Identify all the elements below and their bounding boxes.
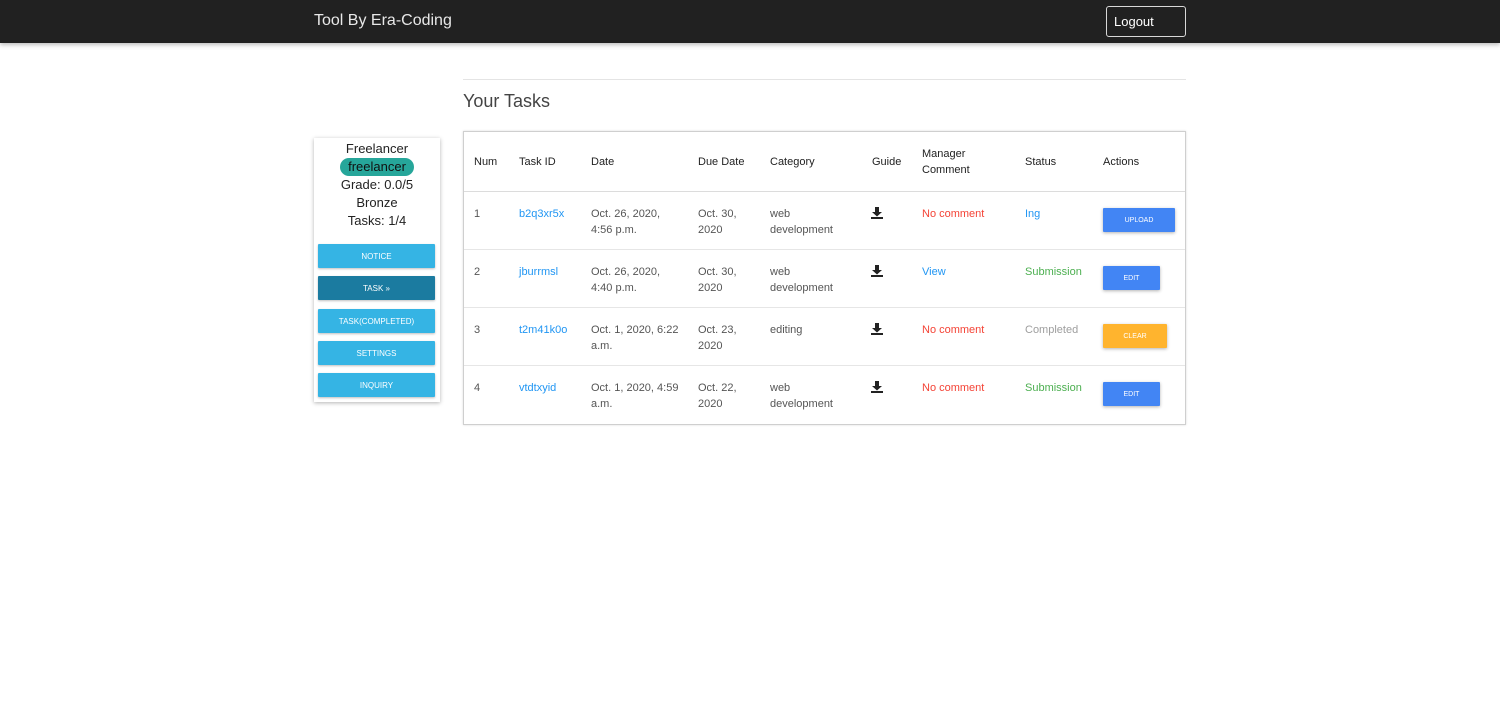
task-due-date: Oct. 30, 2020 — [698, 208, 737, 236]
header-date: Date — [591, 156, 615, 168]
header-due-date: Due Date — [698, 156, 745, 168]
task-category: web development — [770, 266, 833, 294]
header-actions: Actions — [1103, 156, 1140, 168]
profile-rank: Bronze — [356, 195, 398, 210]
divider — [463, 79, 1186, 80]
task-id-link[interactable]: t2m41k0o — [519, 324, 568, 336]
header-divider — [464, 191, 1185, 192]
role-badge: freelancer — [340, 158, 414, 176]
task-category: web development — [770, 382, 833, 410]
row-divider — [464, 307, 1185, 308]
tasks-table: Num Task ID Date Due Date Category Guide… — [463, 131, 1186, 425]
edit-button[interactable]: EDIT — [1103, 266, 1160, 290]
profile-grade: Grade: 0.0/5 — [340, 177, 414, 192]
sidebar-item-task-completed[interactable]: TASK(COMPLETED) — [318, 309, 435, 333]
task-due-date: Oct. 30, 2020 — [698, 266, 737, 294]
header-guide: Guide — [872, 156, 902, 168]
top-navbar: Tool By Era-Coding Logout — [0, 0, 1500, 43]
download-icon[interactable] — [871, 265, 883, 277]
task-id-link[interactable]: vtdtxyid — [519, 382, 557, 394]
task-due-date: Oct. 23, 2020 — [698, 324, 737, 352]
sidebar-item-inquiry[interactable]: INQUIRY — [318, 373, 435, 397]
logout-button[interactable]: Logout — [1106, 6, 1186, 37]
task-category: editing — [770, 324, 803, 336]
task-date: Oct. 26, 2020, 4:40 p.m. — [591, 266, 661, 294]
header-category: Category — [770, 156, 815, 168]
row-num: 4 — [474, 382, 481, 394]
row-divider — [464, 249, 1185, 250]
header-num: Num — [474, 156, 498, 168]
brand-title[interactable]: Tool By Era-Coding — [314, 12, 452, 29]
task-id-link[interactable]: jburrmsl — [519, 266, 559, 278]
sidebar-item-notice[interactable]: NOTICE — [318, 244, 435, 268]
download-icon[interactable] — [871, 207, 883, 219]
clear-button[interactable]: CLEAR — [1103, 324, 1167, 348]
status-label: Ing — [1025, 208, 1041, 220]
task-category: web development — [770, 208, 833, 236]
upload-button[interactable]: UPLOAD — [1103, 208, 1175, 232]
task-date: Oct. 1, 2020, 4:59 a.m. — [591, 382, 679, 410]
page-title: Your Tasks — [463, 91, 551, 111]
sidebar-item-task[interactable]: TASK » — [318, 276, 435, 300]
profile-tasks-count: Tasks: 1/4 — [347, 213, 407, 228]
task-due-date: Oct. 22, 2020 — [698, 382, 737, 410]
edit-button[interactable]: EDIT — [1103, 382, 1160, 406]
status-label: Completed — [1025, 324, 1079, 336]
header-task-id: Task ID — [519, 156, 556, 168]
status-label: Submission — [1025, 266, 1082, 278]
row-num: 3 — [474, 324, 481, 336]
download-icon[interactable] — [871, 381, 883, 393]
task-id-link[interactable]: b2q3xr5x — [519, 208, 565, 220]
manager-comment: No comment — [922, 382, 985, 394]
profile-card: Freelancer freelancer Grade: 0.0/5 Bronz… — [314, 138, 440, 402]
sidebar-item-settings[interactable]: SETTINGS — [318, 341, 435, 365]
row-num: 2 — [474, 266, 481, 278]
header-manager-comment: Manager Comment — [922, 148, 970, 176]
row-divider — [464, 365, 1185, 366]
row-num: 1 — [474, 208, 481, 220]
manager-comment: No comment — [922, 324, 985, 336]
view-comment-link[interactable]: View — [922, 266, 946, 278]
download-icon[interactable] — [871, 323, 883, 335]
task-date: Oct. 26, 2020, 4:56 p.m. — [591, 208, 661, 236]
status-label: Submission — [1025, 382, 1082, 394]
header-status: Status — [1025, 156, 1057, 168]
task-date: Oct. 1, 2020, 6:22 a.m. — [591, 324, 679, 352]
manager-comment: No comment — [922, 208, 985, 220]
profile-name: Freelancer — [345, 141, 409, 156]
